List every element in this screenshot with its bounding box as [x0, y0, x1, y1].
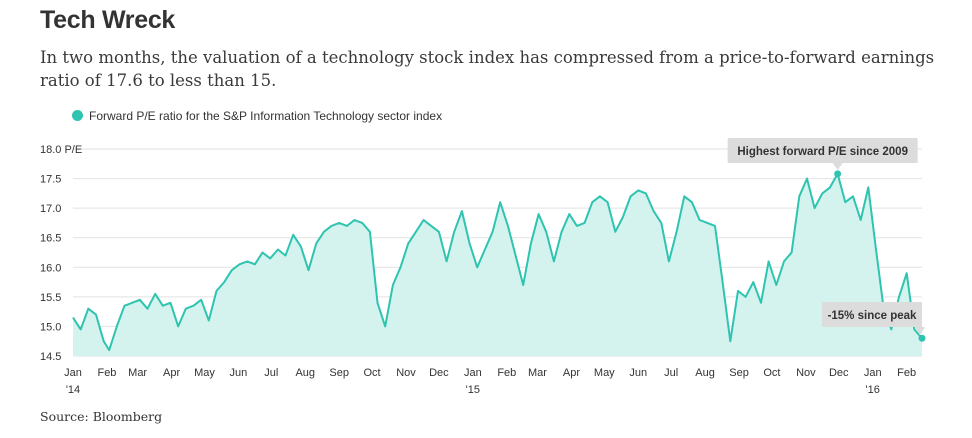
x-tick-label: Jun — [230, 367, 248, 379]
x-tick-label: Nov — [796, 367, 816, 379]
x-tick-label: Apr — [163, 367, 180, 379]
chart-title: Tech Wreck — [40, 6, 176, 34]
x-tick-year-label: '16 — [866, 384, 880, 396]
x-tick-label: Jul — [264, 367, 278, 379]
y-tick-label: 16.5 — [40, 233, 61, 245]
y-tick-label: 17.5 — [40, 174, 61, 186]
annotation-peak-point — [834, 170, 842, 178]
chart-subtitle: In two months, the valuation of a techno… — [40, 48, 935, 90]
series-area — [73, 173, 922, 356]
annotation-peak-box — [727, 138, 918, 163]
x-tick-label: Sep — [729, 367, 749, 379]
x-tick-label: Feb — [497, 367, 516, 379]
series-line — [72, 172, 923, 352]
source-note: Source: Bloomberg — [40, 409, 163, 424]
legend-label: Forward P/E ratio for the S&P Informatio… — [89, 109, 443, 123]
x-tick-label: Jan — [464, 367, 482, 379]
x-tick-label: Jun — [629, 367, 647, 379]
x-tick-label: Sep — [329, 367, 349, 379]
legend: Forward P/E ratio for the S&P Informatio… — [72, 109, 442, 123]
x-tick-year-label: '14 — [66, 384, 80, 396]
x-tick-label: Oct — [763, 367, 780, 379]
x-tick-label: Apr — [563, 367, 580, 379]
y-tick-label: 16.0 — [40, 262, 61, 274]
x-tick-label: May — [594, 367, 615, 379]
x-tick-label: Nov — [396, 367, 416, 379]
legend-swatch — [72, 110, 83, 121]
annotation-drop-point — [918, 334, 926, 342]
x-tick-label: May — [194, 367, 215, 379]
x-tick-label: Mar — [128, 367, 147, 379]
y-tick-label: 15.5 — [40, 292, 61, 304]
x-tick-label: Feb — [897, 367, 916, 379]
annotation-drop-pointer — [915, 327, 925, 336]
y-tick-label: 15.0 — [40, 321, 61, 333]
x-tick-label: Oct — [364, 367, 381, 379]
x-tick-label: Feb — [97, 367, 116, 379]
y-tick-label: 17.0 — [40, 203, 61, 215]
y-tick-label: 14.5 — [40, 351, 61, 363]
annotation-peak-label: Highest forward P/E since 2009 — [737, 146, 908, 158]
x-tick-year-label: '15 — [466, 384, 480, 396]
x-tick-label: Aug — [295, 367, 315, 379]
x-tick-label: Mar — [528, 367, 547, 379]
x-tick-label: Dec — [829, 367, 849, 379]
annotation-drop-label: -15% since peak — [828, 310, 917, 322]
x-tick-label: Dec — [429, 367, 449, 379]
y-tick-label: 18.0 P/E — [40, 144, 82, 156]
x-tick-label: Jan — [64, 367, 82, 379]
x-tick-label: Jul — [664, 367, 678, 379]
x-tick-label: Aug — [695, 367, 715, 379]
x-tick-label: Jan — [864, 367, 882, 379]
annotation-drop-box — [822, 302, 922, 327]
annotation-peak-pointer — [832, 163, 843, 170]
